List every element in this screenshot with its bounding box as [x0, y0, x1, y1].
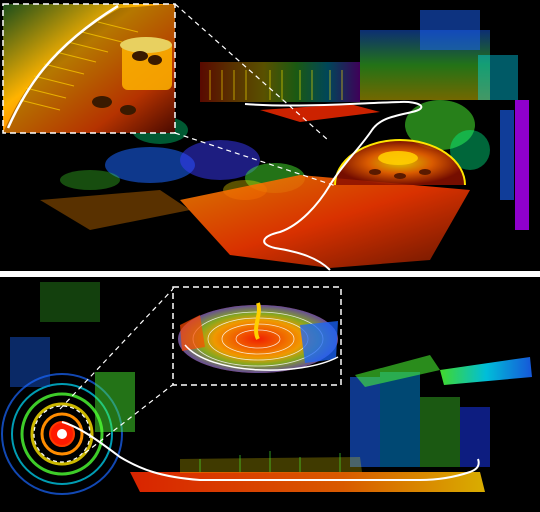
- inset-frame: [172, 286, 342, 386]
- top-pointcloud-svg: [2, 3, 529, 271]
- street-ground: [130, 451, 485, 492]
- bottom-pointcloud-svg: [1, 282, 532, 495]
- scan-rings: [1, 373, 123, 495]
- top-panel-pointcloud: [2, 3, 529, 271]
- building-facades: [200, 10, 529, 230]
- ground-plane: [40, 104, 470, 268]
- fountain-structure: [334, 139, 466, 186]
- trajectory-path: [61, 421, 480, 481]
- inset-connector-lines: [174, 3, 337, 187]
- inset-frame: [2, 3, 176, 134]
- inset-trajectory: [184, 344, 339, 371]
- inset-trajectory: [6, 4, 119, 129]
- building-points: [10, 282, 532, 467]
- panel-divider: [0, 271, 540, 277]
- zoom-inset-rings: [172, 286, 342, 386]
- zoom-inset-staircase: [2, 3, 176, 134]
- trajectory-path: [244, 100, 423, 271]
- bottom-panel-pointcloud: [0, 277, 540, 512]
- inset-connector-lines: [59, 288, 176, 454]
